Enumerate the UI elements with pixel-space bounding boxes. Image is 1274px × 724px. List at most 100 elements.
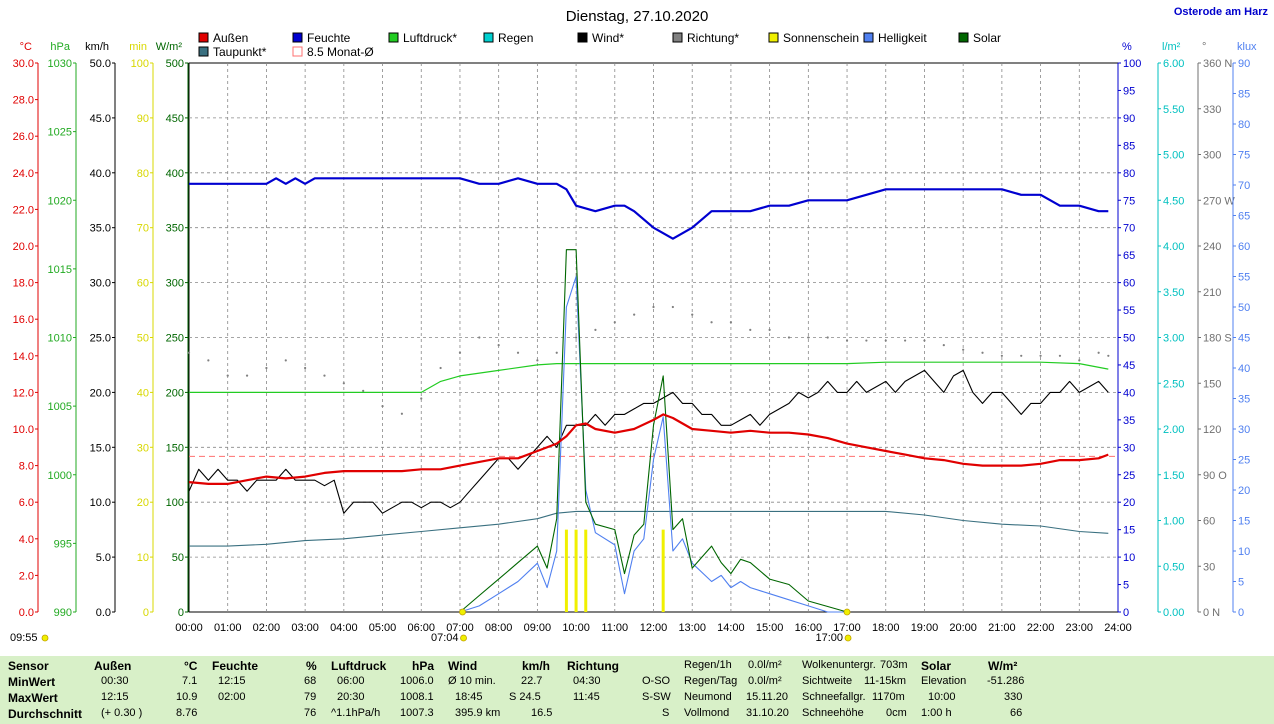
time-tick-label: 11:00 [601, 622, 628, 634]
left-axis-tick-label: 20.0 [13, 241, 34, 253]
direction-point [439, 366, 442, 370]
right-axis-tick-label: 240 [1203, 241, 1221, 253]
right-axis-tick-label: 10 [1123, 552, 1135, 564]
left-axis-tick-label: 990 [54, 607, 72, 619]
right-axis-unit: l/m² [1162, 41, 1181, 53]
footer-row-label: MaxWert [8, 691, 58, 705]
footer-cell: 1170m [872, 691, 905, 703]
left-axis-tick-label: 70 [137, 223, 149, 235]
footer-cell: 0.0l/m² [748, 659, 782, 671]
direction-point [400, 412, 403, 415]
direction-point [904, 339, 907, 342]
footer-cell: Neumond [684, 691, 732, 703]
right-axis-tick-label: 210 [1203, 287, 1221, 299]
footer-luftdruck-unit: hPa [412, 659, 435, 673]
right-axis-tick-label: 65 [1123, 250, 1135, 262]
left-axis-tick-label: 30.0 [13, 58, 34, 70]
footer-feuchte-unit: % [306, 659, 317, 673]
direction-point [1107, 354, 1110, 357]
time-tick-label: 03:00 [291, 622, 319, 634]
right-axis-tick-label: 5.00 [1163, 150, 1184, 162]
footer-cell: 703m [880, 659, 908, 671]
direction-point [342, 382, 345, 385]
right-axis-tick-label: 300 [1203, 150, 1221, 162]
right-axis-tick-label: 45 [1238, 333, 1250, 345]
right-axis-tick-label: 1.50 [1163, 470, 1184, 482]
direction-point [207, 359, 210, 362]
time-tick-label: 01:00 [214, 622, 242, 634]
footer-cell: 18:45 [455, 691, 483, 703]
left-axis-tick-label: 20.0 [90, 387, 111, 399]
footer-cell: O-SO [642, 675, 671, 687]
right-axis-tick-label: 55 [1238, 272, 1250, 284]
footer-cell: 00:30 [101, 675, 129, 687]
right-axis-tick-label: 60 [1238, 241, 1250, 253]
left-axis-tick-label: 8.0 [19, 461, 34, 473]
right-axis-tick-label: 100 [1123, 58, 1141, 70]
footer-solar-title: Solar [921, 659, 952, 673]
right-axis-tick-label: 90 O [1203, 470, 1227, 482]
left-axis-tick-label: 80 [137, 168, 149, 180]
time-tick-label: 21:00 [988, 622, 1016, 634]
right-axis-tick-label: 30 [1238, 424, 1250, 436]
legend-label: Taupunkt* [213, 45, 267, 59]
direction-point [845, 339, 849, 342]
right-axis-tick-label: 330 [1203, 104, 1221, 116]
right-axis-tick-label: 50 [1123, 333, 1135, 345]
right-axis-tick-label: 2.00 [1163, 424, 1184, 436]
footer-cell: 12:15 [101, 691, 129, 703]
left-axis-tick-label: 100 [131, 58, 149, 70]
direction-point [729, 321, 733, 324]
direction-point [362, 389, 365, 392]
right-axis-tick-label: 150 [1203, 378, 1221, 390]
right-axis-tick-label: 6.00 [1163, 58, 1184, 70]
left-axis-tick-label: 45.0 [90, 113, 111, 125]
footer-cell: ^1.1hPa/h [331, 707, 381, 719]
time-tick-label: 17:00 [833, 622, 861, 634]
direction-point [613, 321, 616, 324]
footer-cell: Regen/1h [684, 659, 732, 671]
right-axis-tick-label: 3.00 [1163, 333, 1184, 345]
footer-cell: Schneefallgr. [802, 691, 866, 703]
station-name[interactable]: Osterode am Harz [1174, 6, 1269, 18]
left-axis-tick-label: 18.0 [13, 278, 34, 290]
right-axis-unit: klux [1237, 41, 1257, 53]
left-axis-unit: hPa [50, 41, 70, 53]
left-axis-tick-label: 24.0 [13, 168, 34, 180]
direction-point [284, 359, 287, 362]
direction-point [1000, 354, 1003, 357]
left-axis-unit: km/h [85, 41, 109, 53]
direction-point [497, 344, 500, 347]
direction-point [594, 328, 597, 331]
direction-point [768, 328, 771, 331]
right-axis-tick-label: 2.50 [1163, 378, 1184, 390]
left-axis-tick-label: 60 [137, 278, 149, 290]
series-line-au-en [188, 413, 1109, 485]
right-axis-tick-label: 40 [1238, 363, 1250, 375]
left-axis-tick-label: 28.0 [13, 95, 34, 107]
time-tick-label: 15:00 [756, 622, 784, 634]
direction-point [1058, 354, 1062, 357]
footer-row-label: MinWert [8, 675, 56, 689]
legend-swatch [198, 46, 209, 57]
right-axis-tick-label: 270 W [1203, 195, 1235, 207]
legend-swatch [958, 32, 969, 43]
right-axis-tick-label: 30 [1203, 561, 1215, 573]
sunrise-sun-icon [460, 634, 467, 642]
footer-cell: 10.9 [176, 691, 198, 703]
left-axis-tick-label: 150 [166, 442, 184, 454]
left-axis-tick-label: 26.0 [13, 131, 34, 143]
time-axis: 00:00 01:00 02:00 03:00 04:00 05:00 06:00 07:00… [175, 622, 1132, 634]
left-axis-tick-label: 35.0 [90, 223, 111, 235]
left-axis-tick-label: 1015 [48, 264, 72, 276]
footer-cell: 20:30 [337, 691, 365, 703]
legend-label: Sonnenschein [783, 31, 859, 45]
left-axis-tick-label: 12.0 [13, 387, 34, 399]
right-axis-tick-label: 5 [1238, 577, 1244, 589]
direction-point [1020, 354, 1023, 357]
left-axis-tick-label: 0.0 [19, 607, 34, 619]
left-axis-unit: W/m² [156, 41, 183, 53]
series-line-luftdruck [189, 361, 1109, 393]
direction-point [749, 328, 752, 331]
footer-cell: Schneehöhe [802, 707, 864, 719]
